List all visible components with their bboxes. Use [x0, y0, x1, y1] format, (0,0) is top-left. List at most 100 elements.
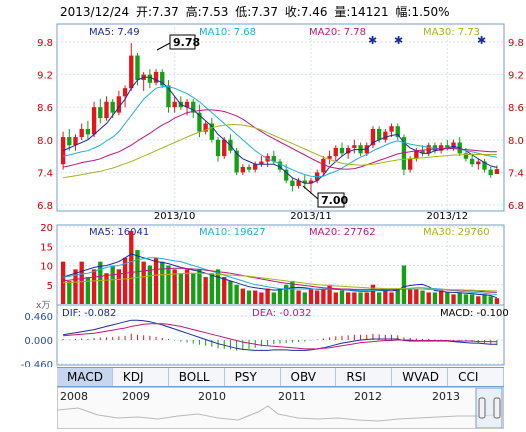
price-ma30-label: MA30: 7.73 [423, 27, 480, 38]
candle-body [271, 156, 276, 162]
price-ma10-line [63, 86, 497, 178]
volume-bar [321, 288, 326, 304]
quote-high: 高:7.53 [185, 5, 229, 19]
volume-unit: x万 [36, 301, 50, 311]
candle-body [222, 139, 227, 157]
candle-body [153, 71, 159, 83]
candle-body [395, 126, 400, 138]
volume-bar [253, 290, 258, 304]
price-tick-left: 8.6 [37, 103, 53, 114]
candle-body [135, 55, 140, 81]
price-tick-left: 9.2 [37, 71, 53, 82]
price-tick-right: 9.8 [508, 38, 524, 49]
candle-body [383, 131, 388, 140]
volume-bar [197, 269, 202, 304]
candle-body [246, 166, 252, 170]
volume-bar [290, 280, 295, 304]
volume-bar [308, 288, 314, 304]
navigator-left-handle[interactable] [478, 397, 486, 419]
event-marker[interactable]: ✱ [477, 34, 486, 47]
event-marker[interactable]: ✱ [368, 34, 377, 47]
volume-ma5-label: MA5: 16041 [89, 227, 149, 238]
nav-year: 2008 [60, 390, 88, 403]
volume-bar [358, 292, 363, 304]
candle-body [302, 180, 307, 184]
nav-year: 2010 [198, 390, 226, 403]
candle-body [85, 128, 91, 135]
tab-cci[interactable]: CCI [448, 368, 504, 386]
volume-bar [240, 288, 245, 304]
candle-body [197, 112, 202, 132]
tab-obv[interactable]: OBV [281, 368, 337, 386]
time-navigator[interactable]: 2008 2009 2010 2011 2012 2013 [57, 387, 504, 429]
volume-bar [476, 296, 481, 304]
volume-bar [370, 284, 376, 304]
macd-panel: DIF: -0.082 DEA: -0.032 MACD: -0.100 0.4… [21, 304, 509, 367]
volume-ma10-label: MA10: 19627 [199, 227, 266, 238]
candle-body [172, 101, 177, 108]
tab-kdj[interactable]: KDJ [113, 368, 169, 386]
volume-bar [426, 292, 431, 304]
candle-body [104, 101, 109, 119]
volume-bar [67, 280, 72, 304]
candle-body [469, 158, 475, 165]
candle-body [122, 88, 128, 97]
volume-bar [296, 290, 301, 304]
price-axis-right: 9.8 9.2 8.6 8.0 7.4 6.8 [508, 38, 524, 212]
candle-body [79, 128, 84, 138]
navigator-overview [58, 388, 503, 428]
event-marker[interactable]: ✱ [394, 34, 403, 47]
price-ma5-label: MA5: 7.49 [89, 27, 140, 38]
volume-bar [438, 290, 444, 304]
volume-bar [122, 257, 128, 304]
price-ma10-label: MA10: 7.68 [199, 27, 256, 38]
low-marker: 7.00 [302, 185, 348, 208]
macd-dea-label: DEA: -0.032 [252, 308, 311, 319]
candle-body [308, 180, 314, 184]
volume-bar [172, 269, 177, 304]
volume-bar [228, 280, 233, 304]
volume-bar [60, 261, 66, 304]
volume-axis-left: 20 15 10 5 [40, 223, 53, 292]
volume-bar [284, 284, 289, 304]
candle-body [215, 139, 221, 157]
date-tick: 2013/10 [154, 211, 196, 222]
macd-dea-line [63, 323, 497, 350]
price-tick-left: 7.4 [37, 168, 53, 179]
quote-open: 开:7.37 [136, 5, 179, 19]
tab-boll[interactable]: BOLL [169, 368, 225, 386]
price-tick-right: 9.2 [508, 71, 524, 82]
tab-psy[interactable]: PSY [225, 368, 281, 386]
tab-macd[interactable]: MACD [57, 368, 113, 386]
volume-bar [302, 292, 307, 304]
volume-bar [395, 288, 400, 304]
tab-wvad[interactable]: WVAD [392, 368, 449, 386]
macd-value-label: MACD: -0.100 [440, 308, 509, 319]
candle-body [166, 85, 171, 108]
volume-bar [463, 294, 469, 304]
volume-bar [457, 292, 462, 304]
nav-year: 2009 [122, 390, 150, 403]
volume-bar [91, 269, 97, 304]
macd-axis-left: 0.460 0.000 -0.460 [21, 312, 53, 367]
candle-body [240, 166, 245, 173]
volume-bar [209, 273, 214, 304]
price-grid [57, 24, 504, 211]
volume-bar [116, 269, 122, 304]
candle-body [129, 55, 134, 89]
volume-ma5-line [62, 253, 498, 299]
volume-bar [432, 292, 438, 304]
candle-body [407, 158, 413, 170]
price-ma20-line [63, 109, 497, 170]
nav-year: 2013 [432, 390, 460, 403]
volume-bar [414, 288, 419, 304]
volume-bar [407, 288, 413, 304]
low-marker-label: 7.00 [321, 194, 348, 207]
navigator-right-handle[interactable] [493, 397, 501, 419]
volume-bar [110, 265, 115, 304]
volume-bar [277, 288, 283, 304]
candle-body [259, 161, 264, 165]
candle-body [451, 142, 456, 148]
tab-rsi[interactable]: RSI [336, 368, 393, 386]
chart-canvas[interactable]: MA5: 7.49 MA10: 7.68 MA20: 7.78 MA30: 7.… [0, 0, 526, 367]
